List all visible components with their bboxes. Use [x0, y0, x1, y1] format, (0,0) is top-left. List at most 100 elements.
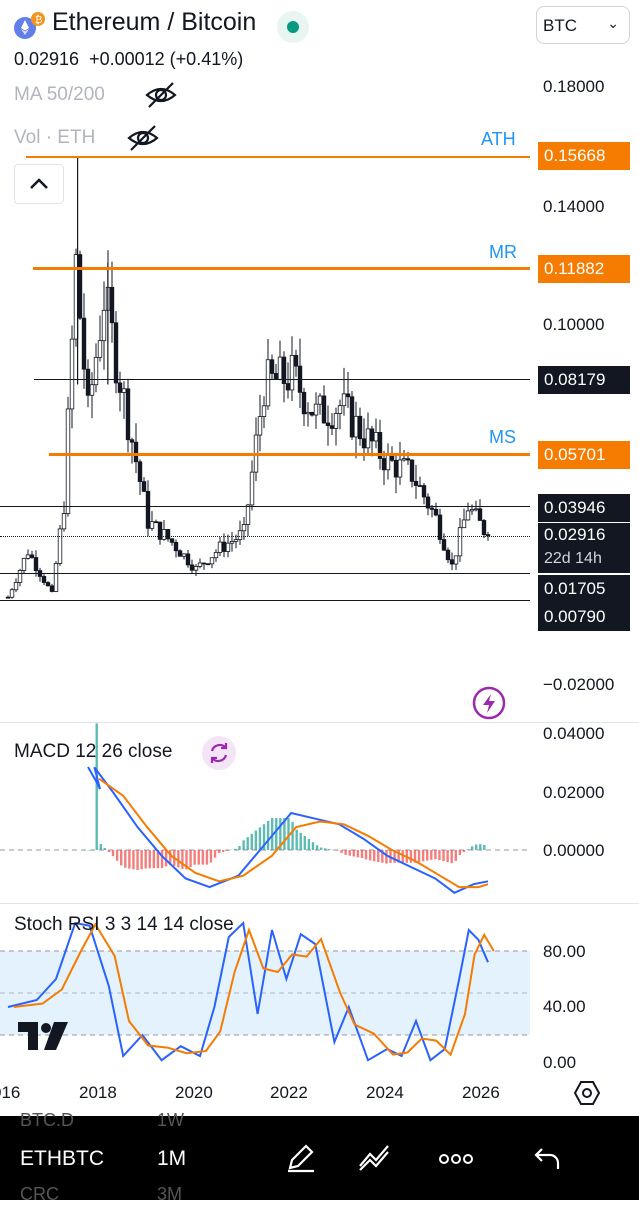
macd-histogram-bar [455, 850, 457, 861]
candle-body [306, 412, 310, 413]
candle-body [334, 413, 338, 428]
candle-body [482, 520, 486, 534]
candle-body [122, 389, 126, 393]
interval-button[interactable]: 1M [157, 1147, 186, 1171]
macd-histogram-bar [120, 850, 122, 865]
symbol-button[interactable]: ETHBTC [20, 1147, 104, 1171]
macd-histogram-bar [255, 831, 257, 850]
macd-histogram-bar [418, 850, 420, 862]
candle-body [26, 555, 30, 558]
macd-histogram-bar [251, 834, 253, 850]
current-price-tag: 0.02916 22d 14h [538, 523, 630, 573]
candle-body [294, 355, 298, 366]
macd-histogram-bar [136, 850, 138, 870]
macd-histogram-bar [132, 850, 134, 869]
candle-body [382, 459, 386, 470]
candle-body [318, 396, 322, 404]
candle-body [258, 417, 262, 435]
stoch-rsi-title[interactable]: Stoch RSI 3 3 14 14 close [14, 914, 234, 936]
candle-body [218, 542, 222, 552]
candle-body [166, 529, 170, 538]
macd-histogram-bar [442, 850, 444, 861]
stoch-axis-label: 80.00 [543, 942, 586, 962]
macd-chart[interactable] [0, 723, 530, 903]
level-line-01705[interactable] [0, 573, 530, 574]
candle-body [410, 460, 414, 481]
settings-hexagon-icon[interactable] [574, 1080, 600, 1111]
candle-body [174, 542, 178, 550]
tradingview-logo[interactable] [18, 1022, 72, 1055]
candle-body [86, 369, 90, 395]
candle-body [114, 323, 118, 383]
candle-body [154, 522, 158, 523]
macd-histogram-bar [275, 818, 277, 850]
candlesticks [6, 157, 490, 599]
candle-body [278, 357, 282, 379]
candle-body [150, 522, 154, 529]
candle-body [266, 360, 270, 406]
time-axis-label: 2020 [175, 1083, 213, 1103]
candle-body [458, 528, 462, 556]
level-line-08179[interactable] [34, 379, 530, 380]
ath-label: ATH [481, 129, 516, 150]
candle-body [202, 563, 206, 564]
candle-body [222, 542, 226, 551]
candle-body [314, 404, 318, 415]
trend-line-icon[interactable] [356, 1140, 392, 1179]
macd-axis-label: 0.04000 [543, 724, 604, 744]
candle-body [58, 529, 62, 564]
macd-histogram-bar [96, 723, 98, 850]
macd-histogram-bar [422, 850, 424, 861]
pencil-icon[interactable] [284, 1140, 318, 1179]
macd-histogram-bar [108, 850, 110, 852]
candle-body [394, 460, 398, 477]
macd-histogram-bar [242, 840, 244, 850]
more-icon[interactable] [438, 1152, 474, 1171]
candle-body [230, 541, 234, 543]
macd-histogram-bar [434, 850, 436, 859]
undo-icon[interactable] [532, 1143, 562, 1176]
macd-histogram-bar [353, 850, 355, 856]
candle-body [234, 540, 238, 542]
candle-body [450, 560, 454, 564]
ghost-interval: 3M [157, 1184, 182, 1205]
candle-body [346, 394, 350, 397]
candle-body [262, 406, 266, 417]
macd-histogram-bar [446, 850, 448, 862]
macd-histogram-bar [128, 850, 130, 869]
candle-body [138, 462, 142, 482]
macd-histogram-bar [145, 850, 147, 868]
macd-histogram-bar [202, 850, 204, 865]
candle-body [182, 554, 186, 556]
candle-body [206, 564, 210, 565]
ath-level-line[interactable] [26, 156, 530, 158]
lightning-icon[interactable] [472, 686, 506, 725]
candle-body [358, 416, 362, 438]
candle-body [354, 416, 358, 437]
macd-histogram-bar [181, 850, 183, 869]
macd-histogram-bar [361, 850, 363, 858]
macd-histogram-bar [234, 849, 236, 850]
time-axis-label: 2024 [366, 1083, 404, 1103]
macd-histogram-bar [365, 850, 367, 859]
macd-histogram-bar [467, 849, 469, 850]
candle-body [338, 406, 342, 414]
mr-price-tag: 0.11882 [538, 255, 630, 283]
macd-histogram-bar [308, 839, 310, 850]
macd-histogram-bar [153, 850, 155, 868]
candle-body [178, 551, 182, 557]
macd-histogram-bar [426, 850, 428, 861]
candle-body [210, 558, 214, 564]
level-line-00790[interactable] [0, 600, 530, 601]
candle-body [330, 426, 334, 429]
ms-level-line[interactable] [49, 453, 530, 456]
macd-histogram-bar [438, 850, 440, 860]
candle-body [402, 459, 406, 460]
candle-body [70, 339, 74, 409]
macd-histogram-bar [149, 850, 151, 868]
mr-level-line[interactable] [33, 267, 530, 270]
level-line-03946[interactable] [0, 506, 530, 507]
candle-body [50, 586, 54, 592]
macd-histogram-bar [189, 850, 191, 867]
macd-histogram-bar [193, 850, 195, 865]
